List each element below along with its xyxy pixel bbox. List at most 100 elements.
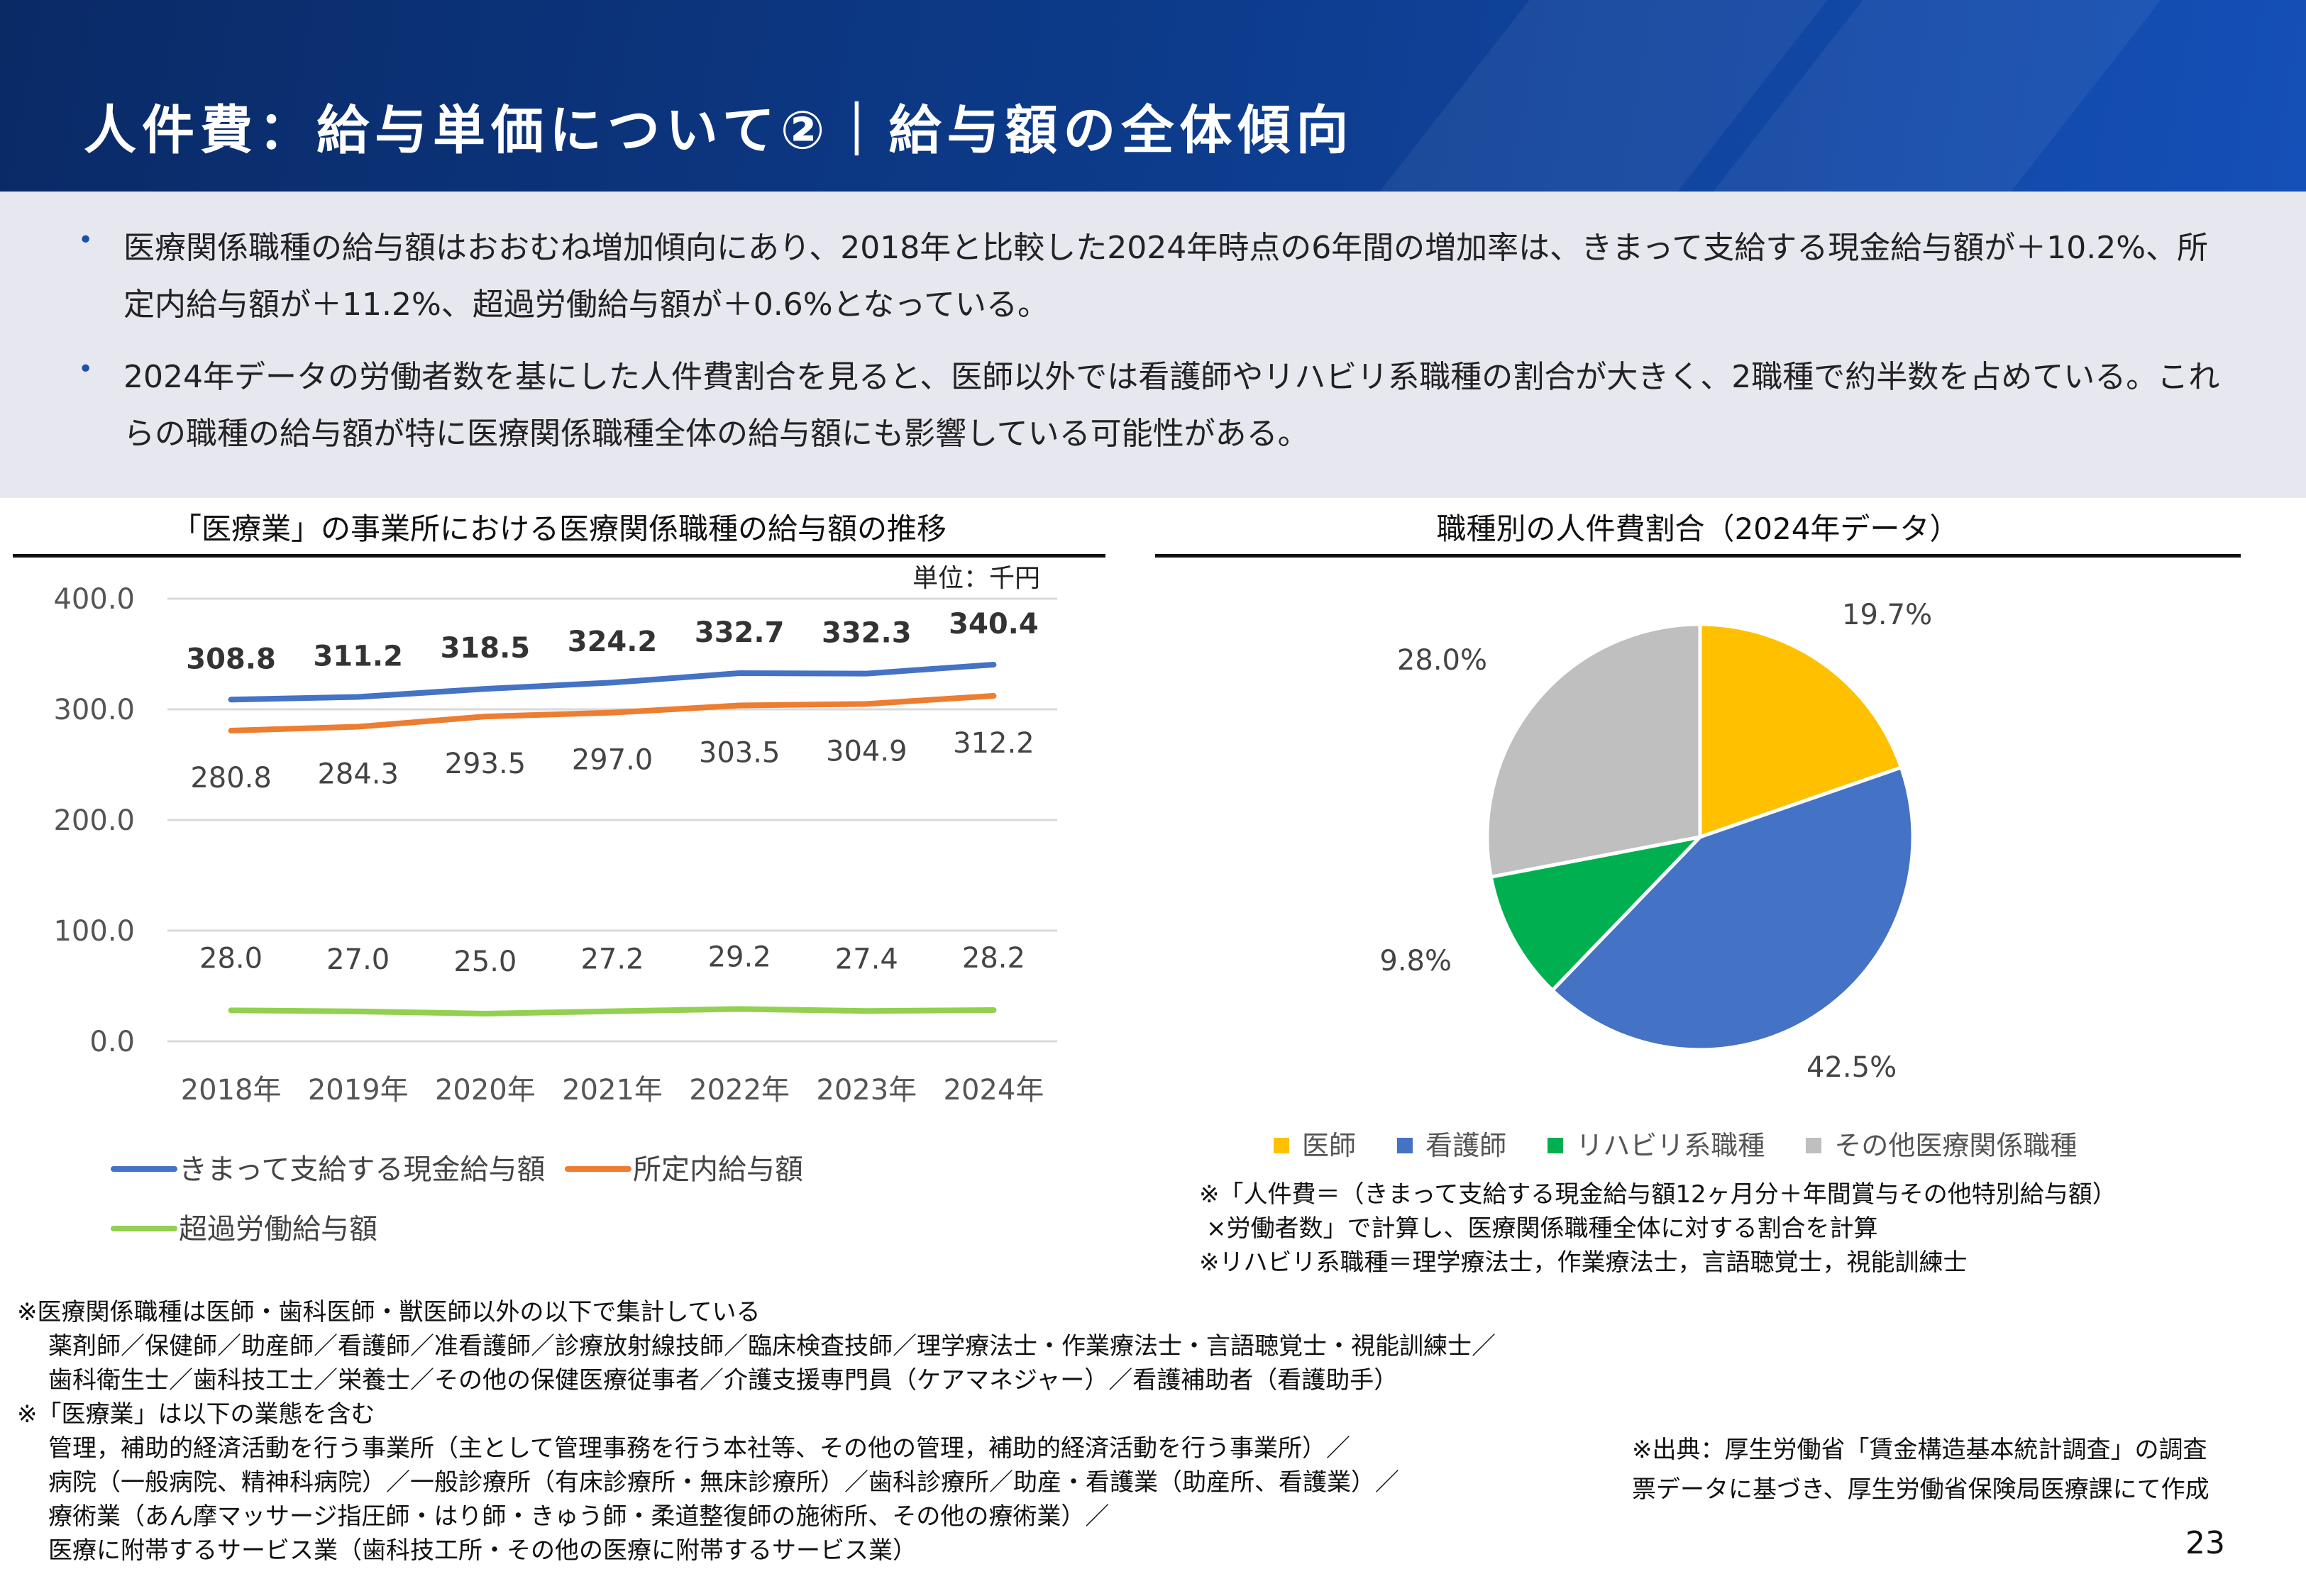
data-label: 324.2 [568, 626, 658, 658]
legend-swatch [1806, 1138, 1822, 1153]
legend-label: リハビリ系職種 [1576, 1130, 1765, 1161]
pie-chart-title: 職種別の人件費割合（2024年データ） [1155, 505, 2241, 558]
legend-label: その他医療関係職種 [1834, 1130, 2078, 1161]
data-point [993, 694, 995, 697]
data-label: 293.5 [445, 748, 526, 780]
line-chart: 0.0 100.0 200.0 300.0 400.0 2018年 2019年 2020年 2… [53, 583, 1057, 1246]
data-label: 304.9 [826, 735, 907, 767]
y-tick-label: 400.0 [53, 583, 135, 616]
data-point [230, 699, 232, 701]
footnote-line: 薬剤師／保健師／助産師／看護師／准看護師／診療放射線技師／臨床検査技師／理学療法… [48, 1332, 1496, 1361]
pie-legend: 医師 看護師 リハビリ系職種 その他医療関係職種 [1274, 1124, 2109, 1163]
data-label: 312.2 [953, 727, 1035, 760]
bullet-icon: • [78, 226, 94, 255]
data-label: 303.5 [699, 737, 780, 770]
summary-bullet: • 医療関係職種の給与額はおおむね増加傾向にあり、2018年と比較した2024年… [78, 220, 2235, 333]
legend-label: 看護師 [1425, 1130, 1507, 1161]
legend-label: 所定内給与額 [633, 1153, 803, 1186]
data-point [866, 1010, 868, 1012]
data-point [612, 1010, 613, 1012]
data-point [357, 696, 359, 698]
pie-note-line: ×労働者数」で計算し、医療関係職種全体に対する割合を計算 [1206, 1214, 1878, 1243]
data-label: 311.2 [313, 641, 403, 673]
data-label: 280.8 [190, 762, 272, 794]
data-point [230, 1009, 232, 1012]
bullet-icon: • [78, 355, 94, 384]
y-tick-label: 100.0 [53, 915, 135, 948]
slice-label: 28.0% [1397, 644, 1487, 677]
source-line: ※出典：厚生労働省「賃金構造基本統計調査」の調査 [1632, 1436, 2207, 1464]
footnote-line: ※「医療業」は以下の業態を含む [17, 1400, 375, 1429]
data-label: 27.2 [580, 943, 644, 976]
y-tick-label: 200.0 [53, 804, 135, 837]
data-point [739, 704, 741, 706]
summary-text: 2024年データの労働者数を基にした人件費割合を見ると、医師以外では看護師やリハ… [123, 359, 2220, 452]
data-label: 332.3 [822, 617, 912, 650]
footnote-line: 療術業（あん摩マッサージ指圧師・はり師・きゅう師・柔道整復師の施術所、その他の療… [48, 1502, 1110, 1531]
data-point [357, 1010, 359, 1012]
data-point [993, 663, 995, 665]
y-tick-label: 300.0 [53, 694, 135, 726]
slice-label: 42.5% [1806, 1051, 1897, 1078]
data-point [866, 672, 868, 675]
pie-slice [1550, 765, 1915, 1052]
data-point [612, 682, 613, 684]
data-point [230, 729, 232, 731]
slice-label: 19.7% [1842, 599, 1932, 631]
x-tick-label: 2023年 [816, 1074, 917, 1107]
data-label: 28.0 [199, 942, 263, 975]
data-label: 284.3 [317, 758, 399, 790]
data-label: 340.4 [949, 608, 1039, 641]
legend-swatch [1397, 1138, 1413, 1153]
data-label: 25.0 [453, 946, 517, 978]
source-note: ※出典：厚生労働省「賃金構造基本統計調査」の調査 票データに基づき、厚生労働省保… [1632, 1430, 2210, 1509]
data-point [739, 1008, 741, 1010]
pie-slice [1489, 834, 1706, 993]
data-point [484, 688, 486, 690]
header-banner: 人件費：給与単価について②｜給与額の全体傾向 [0, 0, 2306, 192]
data-label: 29.2 [708, 941, 771, 973]
legend-label: きまって支給する現金給与額 [179, 1153, 545, 1186]
pie-chart: 19.7% 42.5% 9.8% 28.0% [1379, 599, 1932, 1078]
pie-slice [1485, 622, 1702, 880]
data-point [612, 711, 613, 714]
footnote-line: ※医療関係職種は医師・歯科医師・獣医師以外の以下で集計している [17, 1298, 761, 1326]
data-label: 318.5 [441, 632, 531, 665]
data-label: 27.4 [835, 943, 898, 975]
slice-label: 9.8% [1379, 945, 1452, 977]
data-label: 297.0 [572, 744, 653, 777]
page-number: 23 [2185, 1525, 2225, 1561]
data-point [739, 672, 741, 674]
source-line: 票データに基づき、厚生労働省保険局医療課にて作成 [1632, 1475, 2210, 1504]
data-label: 28.2 [962, 942, 1025, 975]
x-tick-label: 2022年 [689, 1074, 790, 1107]
summary-box: • 医療関係職種の給与額はおおむね増加傾向にあり、2018年と比較した2024年… [0, 192, 2306, 498]
footnotes: ※医療関係職種は医師・歯科医師・獣医師以外の以下で集計している 薬剤師／保健師／… [17, 1295, 1496, 1568]
pie-notes: ※「人件費＝（きまって支給する現金給与額12ヶ月分＋年間賞与その他特別給与額） … [1199, 1177, 2117, 1280]
data-point [357, 726, 359, 728]
x-tick-label: 2019年 [308, 1074, 409, 1107]
x-tick-label: 2024年 [944, 1074, 1044, 1107]
summary-bullet: • 2024年データの労働者数を基にした人件費割合を見ると、医師以外では看護師や… [78, 349, 2235, 462]
line-chart-title: 「医療業」の事業所における医療関係職種の給与額の推移 [13, 505, 1105, 558]
pie-note-line: ※リハビリ系職種＝理学療法士，作業療法士，言語聴覚士，視能訓練士 [1199, 1248, 1968, 1277]
page-title: 人件費：給与単価について②｜給与額の全体傾向 [84, 100, 1355, 161]
data-label: 308.8 [186, 643, 276, 675]
footnote-line: 管理，補助的経済活動を行う事業所（主として管理事務を行う本社等、その他の管理，補… [48, 1434, 1350, 1463]
data-label: 332.7 [695, 616, 785, 649]
legend-item-other: その他医療関係職種 [1806, 1124, 2077, 1163]
data-point [484, 716, 486, 718]
footnote-line: 病院（一般病院、精神科病院）／一般診療所（有床診療所・無床診療所）／歯科診療所／… [48, 1468, 1399, 1497]
footnote-line: 医療に附帯するサービス業（歯科技工所・その他の医療に附帯するサービス業） [48, 1536, 917, 1565]
footnote-line: 歯科衛生士／歯科技工士／栄養士／その他の保健医療従事者／介護支援専門員（ケアマネ… [48, 1366, 1399, 1395]
legend-item-rehab: リハビリ系職種 [1548, 1124, 1765, 1163]
legend-label: 医師 [1302, 1130, 1357, 1161]
unit-label: 単位：千円 [912, 564, 1041, 593]
data-point [484, 1013, 486, 1014]
legend-item-doctor: 医師 [1274, 1124, 1356, 1163]
x-tick-label: 2020年 [435, 1074, 536, 1107]
legend-label: 超過労働給与額 [179, 1213, 377, 1246]
x-tick-label: 2021年 [562, 1074, 663, 1107]
y-tick-label: 0.0 [89, 1026, 135, 1058]
summary-text: 医療関係職種の給与額はおおむね増加傾向にあり、2018年と比較した2024年時点… [123, 230, 2208, 323]
